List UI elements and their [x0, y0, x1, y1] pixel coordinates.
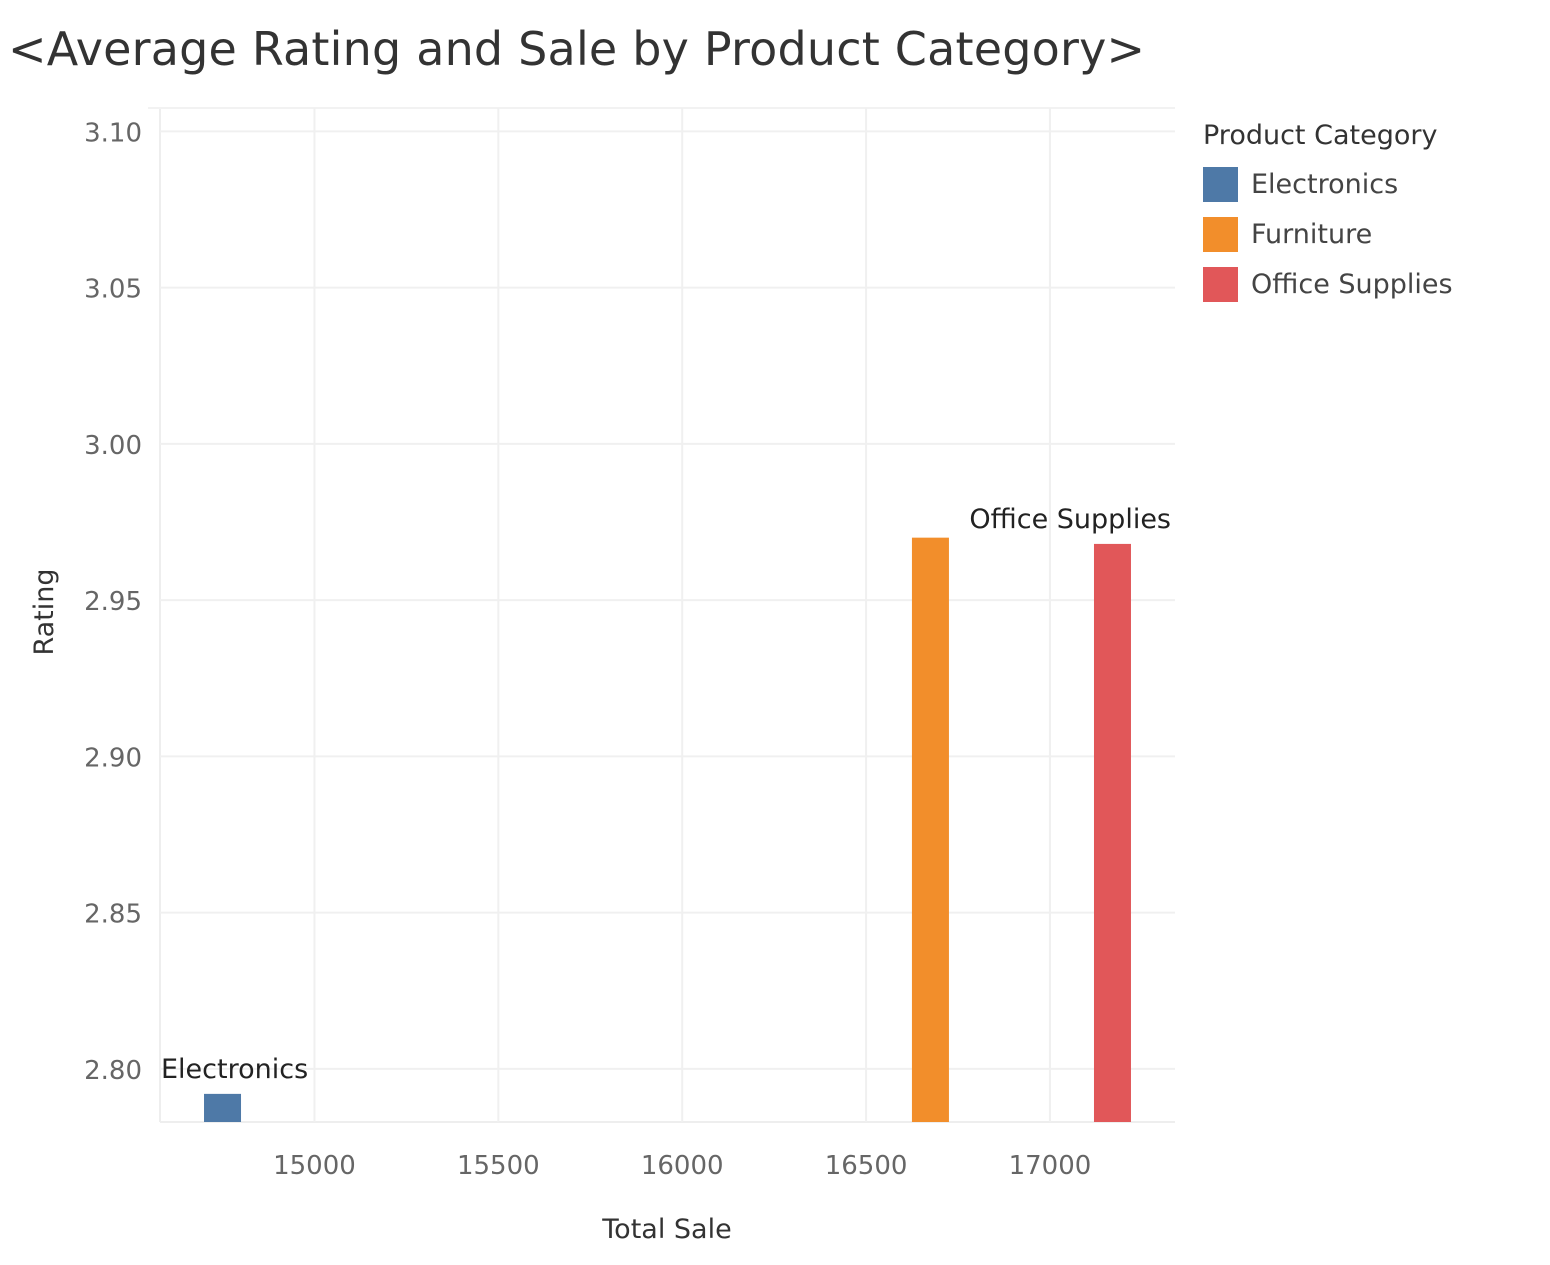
legend-swatch — [1203, 266, 1238, 302]
legend-swatch — [1203, 216, 1238, 252]
y-tick-label: 2.95 — [84, 587, 142, 617]
x-tick-label: 15500 — [457, 1151, 540, 1181]
x-tick-label: 16000 — [641, 1151, 724, 1181]
data-labels: Electronics Office Supplies — [161, 504, 1171, 1085]
x-tick-label: 16500 — [825, 1151, 908, 1181]
x-axis-label: Total Sale — [601, 1214, 731, 1245]
x-tick-label: 15000 — [273, 1151, 356, 1181]
legend-label: Office Supplies — [1251, 268, 1453, 300]
legend-items: Electronics Furniture Office Supplies — [1203, 159, 1453, 309]
x-tick-label: 17000 — [1009, 1151, 1092, 1181]
legend-item-electronics: Electronics — [1203, 159, 1453, 209]
legend: Product Category Electronics Furniture Off… — [1203, 120, 1453, 309]
data-label-electronics: Electronics — [161, 1054, 308, 1085]
legend-label: Electronics — [1251, 168, 1399, 200]
legend-title: Product Category — [1203, 120, 1438, 151]
y-tick-label: 2.90 — [84, 743, 142, 773]
y-tick-label: 3.00 — [84, 431, 142, 461]
grid-lines — [148, 107, 1175, 1123]
chart-title: <Average Rating and Sale by Product Cate… — [8, 22, 1146, 76]
bar-electronics — [204, 1093, 242, 1122]
y-axis-label: Rating — [29, 568, 60, 655]
legend-item-furniture: Furniture — [1203, 209, 1453, 259]
tick-labels: 15000 15500 16000 16500 17000 2.80 2.85 2.90 2.9… — [84, 118, 1091, 1181]
y-tick-label: 3.05 — [84, 275, 142, 305]
legend-swatch — [1203, 166, 1238, 202]
y-tick-label: 2.80 — [84, 1056, 142, 1086]
legend-item-office-supplies: Office Supplies — [1203, 259, 1453, 309]
bars — [204, 537, 1131, 1122]
bar-furniture — [911, 537, 949, 1122]
y-tick-label: 2.85 — [84, 900, 142, 930]
bar-office-supplies — [1093, 543, 1131, 1122]
legend-label: Furniture — [1251, 218, 1373, 250]
y-tick-label: 3.10 — [84, 118, 142, 148]
data-label-office-supplies: Office Supplies — [969, 504, 1171, 535]
